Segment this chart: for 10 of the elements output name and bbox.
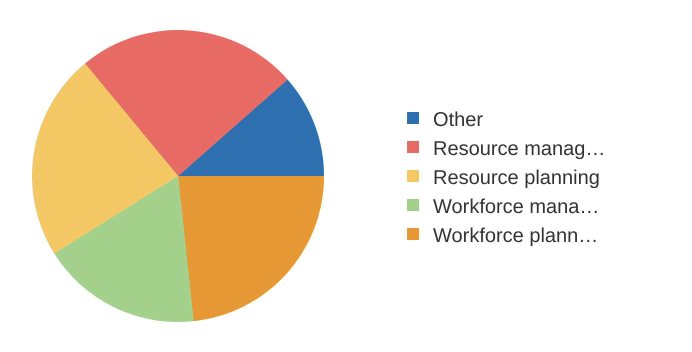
pie-slice (84, 30, 288, 176)
pie-slice (178, 176, 324, 322)
pie-slice (54, 176, 194, 322)
pie-slice (32, 64, 178, 254)
legend-label: Other (433, 108, 484, 131)
legend-label: Workforce plann… (433, 224, 598, 247)
legend-label: Resource planning (433, 166, 600, 189)
legend-label: Resource manag… (433, 138, 606, 160)
pie-slice (178, 79, 324, 176)
legend-label: Workforce mana… (433, 196, 600, 218)
